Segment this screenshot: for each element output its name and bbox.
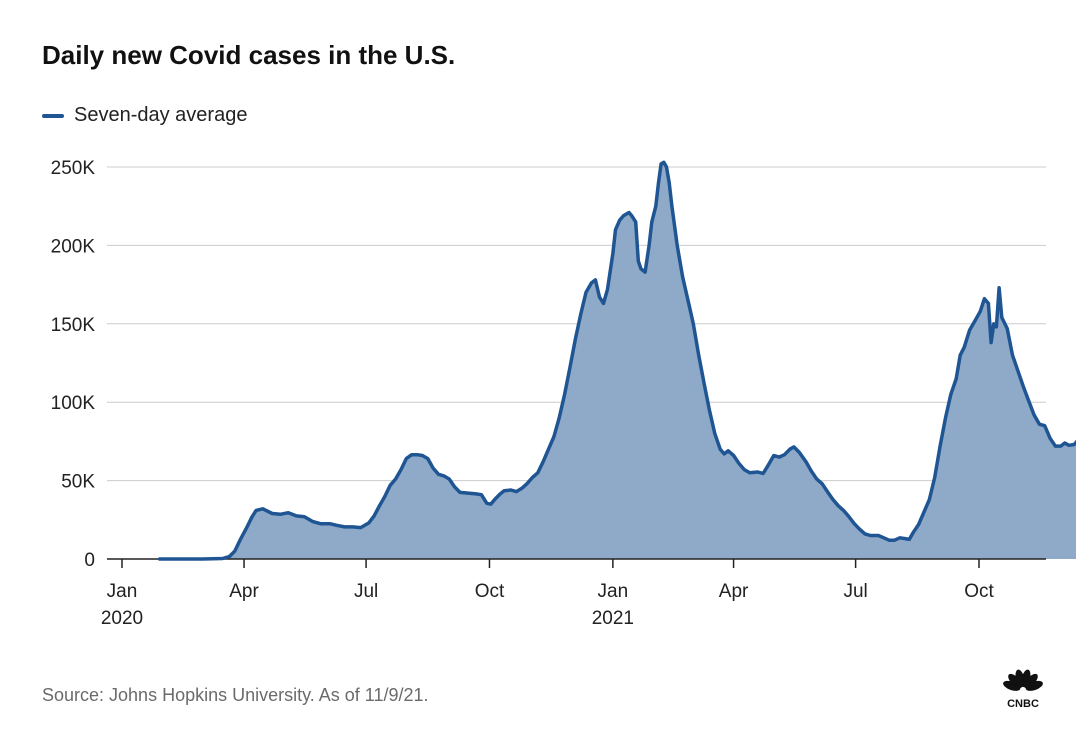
x-tick-label: Oct: [475, 581, 505, 602]
y-tick-label: 100K: [51, 393, 96, 414]
x-tick-label: Jan: [598, 581, 629, 602]
legend: Seven-day average: [42, 104, 247, 127]
cnbc-peacock-logo: CNBC: [1003, 669, 1043, 710]
x-tick-label: Jan: [107, 581, 138, 602]
y-tick-label: 50K: [61, 472, 95, 493]
chart-title: Daily new Covid cases in the U.S.: [42, 40, 456, 70]
x-tick-year-label: 2020: [101, 608, 143, 629]
peacock-feather: [1025, 680, 1043, 691]
peacock-feather: [1024, 673, 1038, 689]
legend-label: Seven-day average: [74, 104, 248, 126]
series-area: [159, 162, 1076, 559]
y-tick-label: 150K: [51, 315, 96, 336]
logo-text: CNBC: [1007, 698, 1039, 710]
x-tick-label: Apr: [229, 581, 259, 602]
series-line: [157, 160, 1076, 561]
x-tick-year-label: 2021: [592, 608, 634, 629]
y-tick-label: 0: [84, 550, 95, 571]
x-tick-label: Jul: [843, 581, 867, 602]
x-tick-label: Jul: [354, 581, 378, 602]
source-note: Source: Johns Hopkins University. As of …: [42, 685, 429, 705]
y-tick-label: 250K: [51, 158, 96, 179]
x-tick-label: Oct: [964, 581, 994, 602]
peacock-icon: [1003, 669, 1043, 691]
x-tick-label: Apr: [719, 581, 749, 602]
legend-swatch: [42, 113, 64, 118]
y-tick-label: 200K: [51, 236, 96, 257]
